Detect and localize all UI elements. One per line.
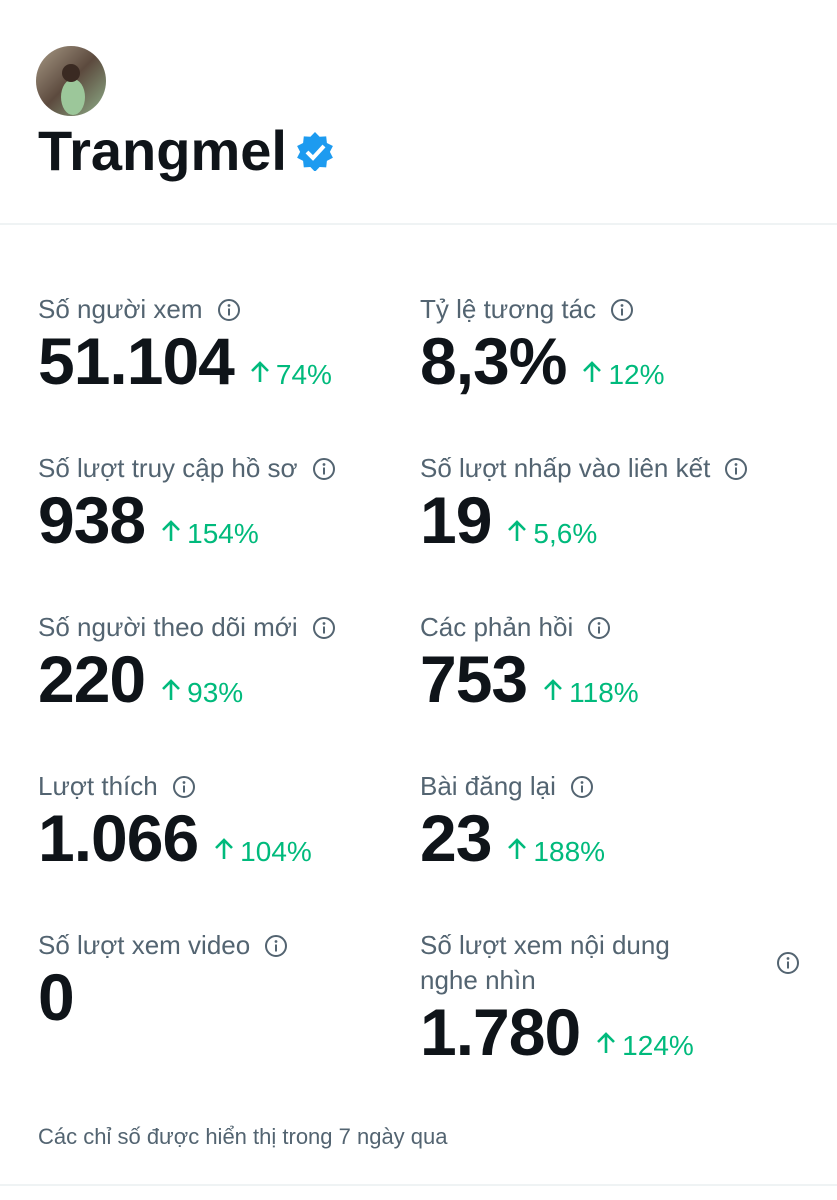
- metric-value-row: 220 93%: [38, 641, 418, 717]
- metric-value: 0: [38, 960, 75, 1034]
- metric-change: 74%: [250, 359, 332, 391]
- info-icon[interactable]: [724, 457, 748, 481]
- metric-value-row: 938 154%: [38, 482, 418, 558]
- metric-label: Các phản hồi: [420, 610, 800, 645]
- change-text: 104%: [240, 836, 312, 867]
- metric-card: Số lượt nhấp vào liên kết 19 5,6%: [420, 451, 800, 558]
- info-icon[interactable]: [172, 775, 196, 799]
- info-icon[interactable]: [217, 298, 241, 322]
- change-text: 12%: [608, 359, 665, 390]
- up-arrow: [162, 679, 181, 700]
- up-arrow: [597, 1032, 616, 1053]
- metric-value-row: 1.780 124%: [420, 994, 800, 1070]
- metric-card: Các phản hồi 753 118%: [420, 610, 800, 717]
- label-text: Số người theo dõi mới: [38, 612, 298, 642]
- label-text: Số lượt truy cập hồ sơ: [38, 453, 298, 483]
- info-icon[interactable]: [312, 457, 336, 481]
- metric-card: Lượt thích 1.066 104%: [38, 769, 418, 876]
- metric-value: 51.104: [38, 324, 235, 398]
- label-text: Số lượt xem video: [38, 930, 251, 960]
- metric-change: 124%: [596, 1030, 694, 1062]
- change-text: 118%: [569, 677, 639, 708]
- change-text: 74%: [275, 359, 332, 390]
- metric-change: 12%: [582, 359, 664, 391]
- metric-card: Số lượt xem video 0: [38, 928, 418, 1035]
- metric-label: Bài đăng lại: [420, 769, 800, 804]
- metric-card: Tỷ lệ tương tác 8,3% 12%: [420, 292, 800, 399]
- info-icon[interactable]: [312, 616, 336, 640]
- up-arrow: [508, 838, 527, 859]
- metric-label: Số lượt truy cập hồ sơ: [38, 451, 418, 486]
- label-text: Lượt thích: [38, 771, 158, 801]
- metric-change: 93%: [161, 677, 243, 709]
- change-text: 154%: [187, 518, 259, 549]
- metric-label: Số lượt xem nội dung nghe nhìn: [420, 928, 800, 998]
- change-text: 188%: [533, 836, 606, 867]
- info-icon[interactable]: [587, 616, 611, 640]
- label-text: Tỷ lệ tương tác: [420, 294, 597, 324]
- up-arrow: [162, 520, 181, 541]
- metric-value-row: 753 118%: [420, 641, 800, 717]
- label-text: Số người xem: [38, 294, 203, 324]
- info-icon[interactable]: [264, 934, 288, 958]
- up-arrow: [250, 361, 269, 382]
- info-icon[interactable]: [776, 951, 800, 975]
- profile-name: Trangmel: [38, 118, 335, 183]
- metric-change: 5,6%: [507, 518, 597, 550]
- metric-change: 104%: [214, 836, 312, 868]
- divider: [0, 223, 837, 225]
- label-text: Bài đăng lại: [420, 771, 556, 801]
- metric-change: 188%: [507, 836, 605, 868]
- metric-label: Lượt thích: [38, 769, 418, 804]
- up-arrow: [508, 520, 527, 541]
- metric-value: 1.066: [38, 801, 199, 875]
- metric-value: 23: [420, 801, 492, 875]
- metric-value: 753: [420, 642, 528, 716]
- metric-label: Số lượt nhấp vào liên kết: [420, 451, 800, 486]
- metric-value: 8,3%: [420, 324, 567, 398]
- footer-note: Các chỉ số được hiển thị trong 7 ngày qu…: [38, 1124, 448, 1149]
- metric-value: 220: [38, 642, 146, 716]
- metric-value: 1.780: [420, 995, 581, 1069]
- metric-change: 154%: [161, 518, 259, 550]
- metric-value-row: 19 5,6%: [420, 482, 800, 558]
- up-arrow: [215, 838, 234, 859]
- metric-card: Số lượt truy cập hồ sơ 938 154%: [38, 451, 418, 558]
- metric-card: Số lượt xem nội dung nghe nhìn 1.780 124%: [420, 928, 800, 1070]
- up-arrow: [544, 679, 563, 700]
- avatar[interactable]: [35, 45, 107, 117]
- metric-value-row: 0: [38, 959, 418, 1035]
- metric-card: Số người xem 51.104 74%: [38, 292, 418, 399]
- label-text: Các phản hồi: [420, 612, 574, 642]
- metric-value-row: 1.066 104%: [38, 800, 418, 876]
- divider: [0, 1184, 837, 1186]
- metric-change: 118%: [543, 677, 639, 709]
- up-arrow: [583, 361, 602, 382]
- metric-label: Số người xem: [38, 292, 418, 327]
- metric-label: Số lượt xem video: [38, 928, 418, 963]
- name-text: Trangmel: [38, 119, 287, 182]
- info-icon[interactable]: [610, 298, 634, 322]
- metric-label: Số người theo dõi mới: [38, 610, 418, 645]
- metric-card: Số người theo dõi mới 220 93%: [38, 610, 418, 717]
- metric-value-row: 51.104 74%: [38, 323, 418, 399]
- metric-value: 19: [420, 483, 492, 557]
- info-icon[interactable]: [570, 775, 594, 799]
- metric-label: Tỷ lệ tương tác: [420, 292, 800, 327]
- metric-value-row: 8,3% 12%: [420, 323, 800, 399]
- change-text: 5,6%: [533, 518, 598, 549]
- metric-card: Bài đăng lại 23 188%: [420, 769, 800, 876]
- verified-badge: [297, 131, 333, 171]
- label-text: Số lượt xem nội dung nghe nhìn: [420, 930, 670, 995]
- change-text: 93%: [187, 677, 244, 708]
- label-text: Số lượt nhấp vào liên kết: [420, 453, 711, 483]
- change-text: 124%: [622, 1030, 694, 1061]
- metric-value-row: 23 188%: [420, 800, 800, 876]
- metric-value: 938: [38, 483, 146, 557]
